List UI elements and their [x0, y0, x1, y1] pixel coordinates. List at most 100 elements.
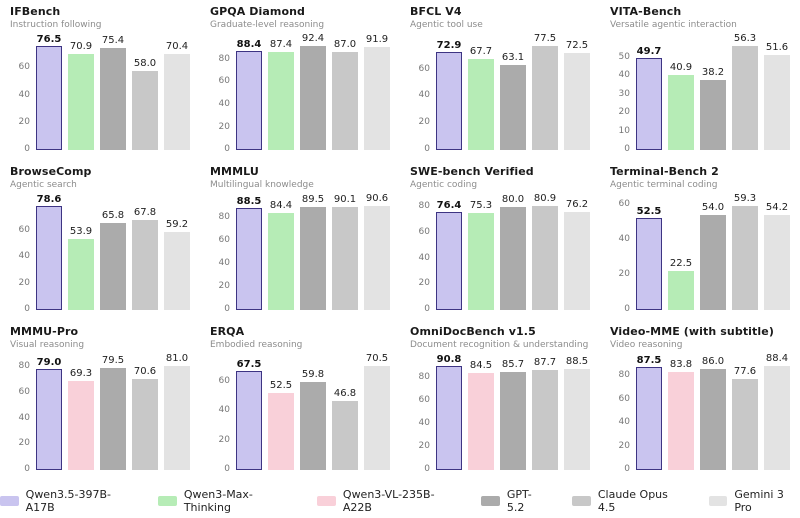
bar-value-label: 79.0	[36, 356, 62, 368]
legend-label: Qwen3-Max-Thinking	[183, 488, 253, 514]
bar-Claude Opus 4.5: 77.6	[732, 366, 758, 470]
bar-Claude Opus 4.5: 77.5	[532, 33, 558, 150]
bars-group: 79.0 69.3 79.5 70.6 81.0	[36, 353, 190, 470]
bar-Qwen3-Max-Thinking: 75.3	[468, 200, 494, 310]
y-axis: 0 20 40 60	[10, 44, 32, 154]
y-axis: 0 20 40 60	[410, 44, 432, 154]
bar-Gemini 3 Pro: 54.2	[764, 202, 790, 310]
y-tick-label: 20	[18, 438, 30, 449]
plot-area: 0 20 40 60 80 76.4 75.3 80.0 80.9 76.2	[419, 193, 590, 314]
bar-Gemini 3 Pro: 88.4	[764, 353, 790, 470]
bar-value-label: 87.0	[333, 39, 357, 51]
chart-subtitle: Multilingual knowledge	[210, 180, 314, 190]
y-axis: 0 20 40 60 80	[410, 364, 432, 474]
bar-value-label: 59.3	[733, 193, 757, 205]
chart-subtitle: Graduate-level reasoning	[210, 20, 325, 30]
bar-Gemini 3 Pro: 59.2	[164, 219, 190, 310]
chart-subtitle: Instruction following	[10, 20, 102, 30]
bar-Qwen3.5-397B-A17B: 76.4	[436, 200, 462, 310]
bar-Gemini 3 Pro: 70.5	[364, 353, 390, 470]
bar-GPT-5.2: 63.1	[500, 52, 526, 150]
y-axis: 0 20 40 60 80	[610, 364, 632, 474]
bar-value-label: 90.6	[365, 193, 389, 205]
legend-label: Qwen3.5-397B-A17B	[25, 488, 112, 514]
bar-value-label: 83.8	[669, 358, 693, 370]
bar-value-label: 40.9	[669, 61, 693, 73]
bars-group: 52.5 22.5 54.0 59.3 54.2	[636, 193, 790, 310]
y-tick-label: 40	[418, 418, 430, 429]
bar-value-label: 88.4	[765, 353, 789, 365]
bar-Gemini 3 Pro: 91.9	[364, 34, 390, 150]
y-tick-label: 0	[424, 304, 430, 314]
chart-panel: MMMU-Pro Visual reasoning 0 20 40 60 80 79.0 69.…	[0, 320, 200, 488]
bar-value-label: 90.1	[333, 193, 357, 205]
bars-group: 72.9 67.7 63.1 77.5 72.5	[436, 33, 590, 150]
y-tick-label: 10	[618, 125, 630, 136]
bar-GPT-5.2: 65.8	[100, 210, 126, 310]
bar-GPT-5.2: 38.2	[700, 67, 726, 150]
y-tick-label: 0	[424, 144, 430, 154]
bar-Qwen3.5-397B-A17B: 52.5	[636, 206, 662, 310]
bar-value-label: 92.4	[301, 33, 325, 45]
bar-value-label: 56.3	[733, 33, 757, 45]
bar-value-label: 59.2	[165, 218, 189, 230]
y-tick-label: 80	[218, 53, 230, 64]
bar-value-label: 46.8	[333, 388, 357, 400]
y-tick-label: 40	[218, 405, 230, 416]
chart-subtitle: Agentic coding	[410, 180, 478, 190]
bar-value-label: 84.4	[269, 200, 293, 212]
bar-GPT-5.2: 92.4	[300, 33, 326, 150]
y-tick-label: 0	[624, 304, 630, 314]
y-tick-label: 0	[224, 464, 230, 474]
bar-value-label: 72.9	[436, 40, 462, 52]
bar-Claude Opus 4.5: 59.3	[732, 193, 758, 310]
y-tick-label: 50	[618, 51, 630, 62]
bar-Claude Opus 4.5: 46.8	[332, 388, 358, 470]
bar-Qwen3-VL-235B-A22B: 84.5	[468, 360, 494, 470]
chart-subtitle: Agentic tool use	[410, 20, 483, 30]
chart-subtitle: Versatile agentic interaction	[610, 20, 737, 30]
y-tick-label: 40	[618, 70, 630, 81]
bar-Gemini 3 Pro: 70.4	[164, 41, 190, 150]
y-tick-label: 60	[218, 76, 230, 87]
chart-panel: Video-MME (with subtitle) Video reasoning…	[600, 320, 800, 488]
legend-label: GPT-5.2	[506, 488, 532, 514]
y-tick-label: 60	[18, 387, 30, 398]
legend-label: Qwen3-VL-235B-A22B	[342, 488, 435, 514]
bar-value-label: 70.9	[69, 40, 93, 52]
chart-title: MMMU-Pro	[10, 325, 79, 338]
bar-Qwen3.5-397B-A17B: 76.5	[36, 34, 62, 150]
bar-value-label: 76.5	[36, 34, 62, 46]
chart-subtitle: Video reasoning	[610, 340, 683, 350]
legend-item-Qwen3.5-397B-A17B: Qwen3.5-397B-A17B	[0, 488, 132, 514]
legend-item-Qwen3-Max-Thinking: Qwen3-Max-Thinking	[158, 488, 291, 514]
bar-Qwen3-Max-Thinking: 70.9	[68, 41, 94, 150]
bar-GPT-5.2: 89.5	[300, 194, 326, 310]
bar-GPT-5.2: 79.5	[100, 355, 126, 470]
y-tick-label: 20	[618, 440, 630, 451]
y-tick-label: 80	[418, 372, 430, 383]
y-axis: 0 20 40 60	[610, 199, 632, 313]
chart-subtitle: Agentic search	[10, 180, 77, 190]
bar-Claude Opus 4.5: 90.1	[332, 194, 358, 310]
bar-value-label: 51.6	[765, 41, 789, 53]
plot-area: 0 10 20 30 40 50 49.7 40.9 38.2 56.3 51.6	[619, 33, 790, 154]
bar-value-label: 58.0	[133, 58, 157, 70]
y-tick-label: 60	[418, 395, 430, 406]
y-tick-label: 40	[218, 99, 230, 109]
bars-group: 49.7 40.9 38.2 56.3 51.6	[636, 33, 790, 150]
chart-panel: IFBench Instruction following 0 20 40 60 76.5 7…	[0, 0, 200, 160]
y-tick-label: 0	[24, 304, 30, 314]
bar-GPT-5.2: 80.0	[500, 194, 526, 310]
y-tick-label: 20	[218, 281, 230, 292]
bar-Qwen3.5-397B-A17B: 87.5	[636, 355, 662, 470]
bar-value-label: 89.5	[301, 194, 325, 206]
y-tick-label: 20	[418, 278, 430, 289]
bar-Qwen3.5-397B-A17B: 72.9	[436, 40, 462, 150]
bars-group: 87.5 83.8 86.0 77.6 88.4	[636, 353, 790, 470]
bar-Qwen3-VL-235B-A22B: 52.5	[268, 380, 294, 470]
bar-value-label: 67.8	[133, 207, 157, 219]
y-axis: 0 20 40 60	[10, 204, 32, 313]
chart-subtitle: Embodied reasoning	[210, 340, 303, 350]
chart-panel: ERQA Embodied reasoning 0 20 40 60 67.5 52.5 59.…	[200, 320, 400, 488]
